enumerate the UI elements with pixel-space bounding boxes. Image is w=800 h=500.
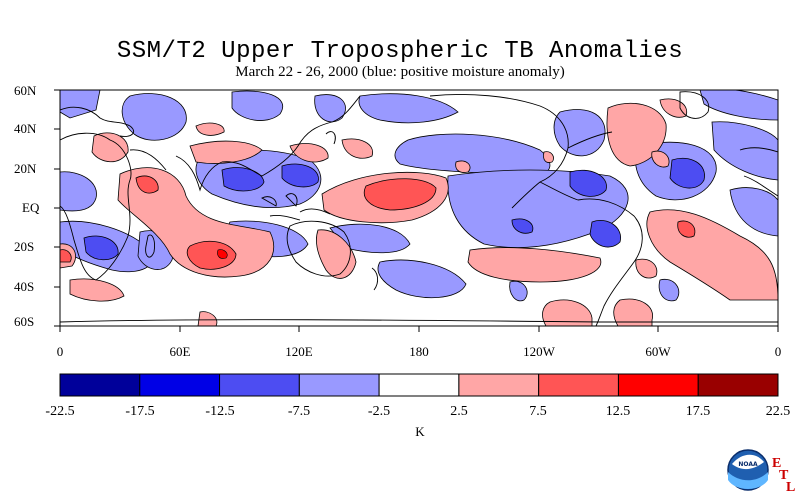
colorbar-swatch — [697, 373, 779, 397]
colorbar-swatch — [298, 373, 380, 397]
anomaly-region-blue — [553, 109, 606, 157]
anomaly-region-red — [542, 299, 593, 326]
colorbar-swatch — [378, 373, 460, 397]
lon-label-60w: 60W — [645, 344, 671, 359]
anomaly-core-blue — [669, 157, 705, 189]
anomaly-core-red — [677, 220, 696, 238]
map-subtitle: March 22 - 26, 2000 (blue: positive mois… — [235, 64, 565, 80]
anomaly-region-red — [467, 247, 602, 283]
lon-label-0-right: 0 — [774, 344, 782, 359]
lon-label-0-left: 0 — [56, 344, 64, 359]
anomaly-region-blue — [699, 90, 778, 121]
colorbar-swatch — [617, 373, 699, 397]
anomaly-region-red — [195, 122, 225, 136]
anomaly-region-red — [635, 258, 658, 279]
anomaly-region-blue — [121, 93, 187, 141]
anomaly-region-red — [91, 132, 129, 163]
anomaly-peak-red — [217, 249, 228, 259]
colorbar-swatch — [59, 373, 141, 397]
colorbar-label: 22.5 — [765, 404, 791, 419]
lat-label-eq: EQ — [22, 200, 40, 215]
anomaly-core-blue — [589, 220, 621, 248]
anomaly-core-red — [186, 240, 237, 270]
colorbar-swatch — [458, 373, 540, 397]
lon-label-120w: 120W — [523, 344, 555, 359]
colorbar — [59, 373, 779, 397]
anomaly-region-red — [613, 298, 653, 326]
anomaly-region-blue — [314, 94, 346, 123]
colorbar-label: -7.5 — [287, 404, 311, 419]
lat-label-60n: 60N — [14, 83, 37, 98]
colorbar-swatch — [538, 373, 619, 397]
logo-letter-e: E — [772, 456, 782, 471]
anomaly-region-blue — [377, 259, 467, 299]
colorbar-label: -12.5 — [205, 404, 235, 419]
anomaly-core-red — [135, 175, 159, 194]
logo-letter-t: T — [779, 468, 789, 483]
anomaly-field — [60, 90, 778, 326]
anomaly-region-blue — [711, 121, 778, 181]
colorbar-label: 12.5 — [605, 404, 631, 419]
lat-label-40n: 40N — [14, 121, 37, 136]
anomaly-region-blue — [658, 278, 680, 302]
anomaly-core-blue — [281, 163, 319, 188]
coastlines — [60, 91, 778, 326]
logo-letter-l: L — [786, 480, 796, 495]
anomaly-region-blue — [358, 93, 459, 124]
lat-label-40s: 40S — [14, 279, 35, 294]
lon-label-60e: 60E — [169, 344, 191, 359]
anomaly-region-red — [455, 160, 471, 173]
colorbar-label: 2.5 — [450, 404, 468, 419]
anomaly-region-red — [197, 311, 218, 326]
colorbar-swatch — [139, 373, 221, 397]
map-title: SSM/T2 Upper Tropospheric TB Anomalies — [116, 38, 684, 65]
anomaly-core-blue — [83, 235, 119, 261]
colorbar-unit: K — [415, 424, 425, 439]
anomaly-region-red — [189, 140, 263, 164]
anomaly-region-blue — [729, 187, 778, 237]
colorbar-label: 7.5 — [529, 404, 547, 419]
anomaly-region-red — [69, 278, 125, 302]
lon-ticks — [59, 326, 779, 332]
colorbar-label: -17.5 — [125, 404, 155, 419]
anomaly-core-red — [60, 249, 72, 263]
anomaly-core-blue — [569, 169, 607, 197]
anomaly-region-red — [543, 151, 554, 163]
anomaly-core-blue — [511, 218, 534, 234]
colorbar-label: -2.5 — [367, 404, 391, 419]
anomaly-region-blue — [231, 90, 283, 121]
anomaly-region-red — [341, 138, 373, 159]
anomaly-region-red — [117, 167, 275, 278]
colorbar-label: -22.5 — [45, 404, 75, 419]
anomaly-core-blue — [221, 167, 265, 192]
colorbar-swatch — [219, 373, 300, 397]
lat-label-20s: 20S — [14, 239, 35, 254]
lat-ticks — [54, 89, 60, 327]
lon-label-180: 180 — [409, 344, 429, 359]
anomaly-region-blue — [60, 171, 97, 212]
anomaly-region-red — [289, 143, 329, 163]
lat-label-60s: 60S — [14, 314, 35, 329]
anomaly-region-red — [651, 150, 670, 168]
anomaly-core-red — [364, 178, 437, 211]
lat-label-20n: 20N — [14, 161, 37, 176]
anomaly-region-blue — [509, 280, 528, 302]
lon-label-120e: 120E — [285, 344, 313, 359]
colorbar-label: 17.5 — [685, 404, 711, 419]
